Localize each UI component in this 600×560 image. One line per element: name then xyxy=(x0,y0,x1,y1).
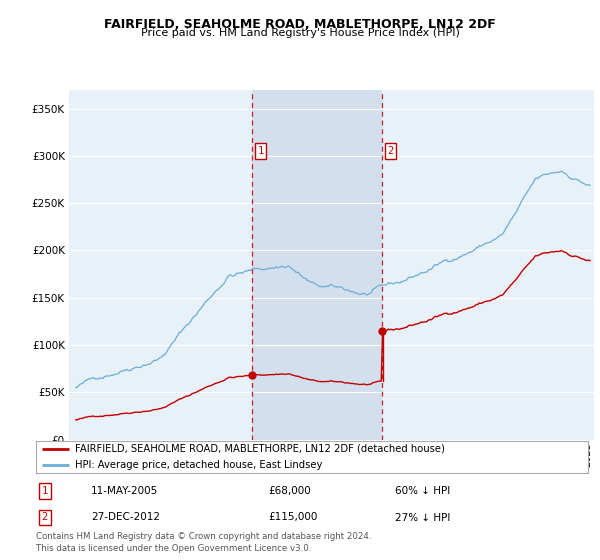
Text: 27-DEC-2012: 27-DEC-2012 xyxy=(91,512,160,522)
Text: Price paid vs. HM Land Registry's House Price Index (HPI): Price paid vs. HM Land Registry's House … xyxy=(140,28,460,38)
Text: 1: 1 xyxy=(41,486,48,496)
Text: 11-MAY-2005: 11-MAY-2005 xyxy=(91,486,158,496)
Text: HPI: Average price, detached house, East Lindsey: HPI: Average price, detached house, East… xyxy=(74,460,322,470)
Text: £115,000: £115,000 xyxy=(268,512,317,522)
Text: FAIRFIELD, SEAHOLME ROAD, MABLETHORPE, LN12 2DF (detached house): FAIRFIELD, SEAHOLME ROAD, MABLETHORPE, L… xyxy=(74,444,445,454)
Bar xyxy=(253,90,382,440)
Text: Contains HM Land Registry data © Crown copyright and database right 2024.
This d: Contains HM Land Registry data © Crown c… xyxy=(36,532,371,553)
Text: 1: 1 xyxy=(257,146,264,156)
Text: 2: 2 xyxy=(41,512,48,522)
Text: FAIRFIELD, SEAHOLME ROAD, MABLETHORPE, LN12 2DF: FAIRFIELD, SEAHOLME ROAD, MABLETHORPE, L… xyxy=(104,18,496,31)
Text: 60% ↓ HPI: 60% ↓ HPI xyxy=(395,486,450,496)
Text: £68,000: £68,000 xyxy=(268,486,311,496)
Text: 27% ↓ HPI: 27% ↓ HPI xyxy=(395,512,450,522)
Text: 2: 2 xyxy=(388,146,394,156)
